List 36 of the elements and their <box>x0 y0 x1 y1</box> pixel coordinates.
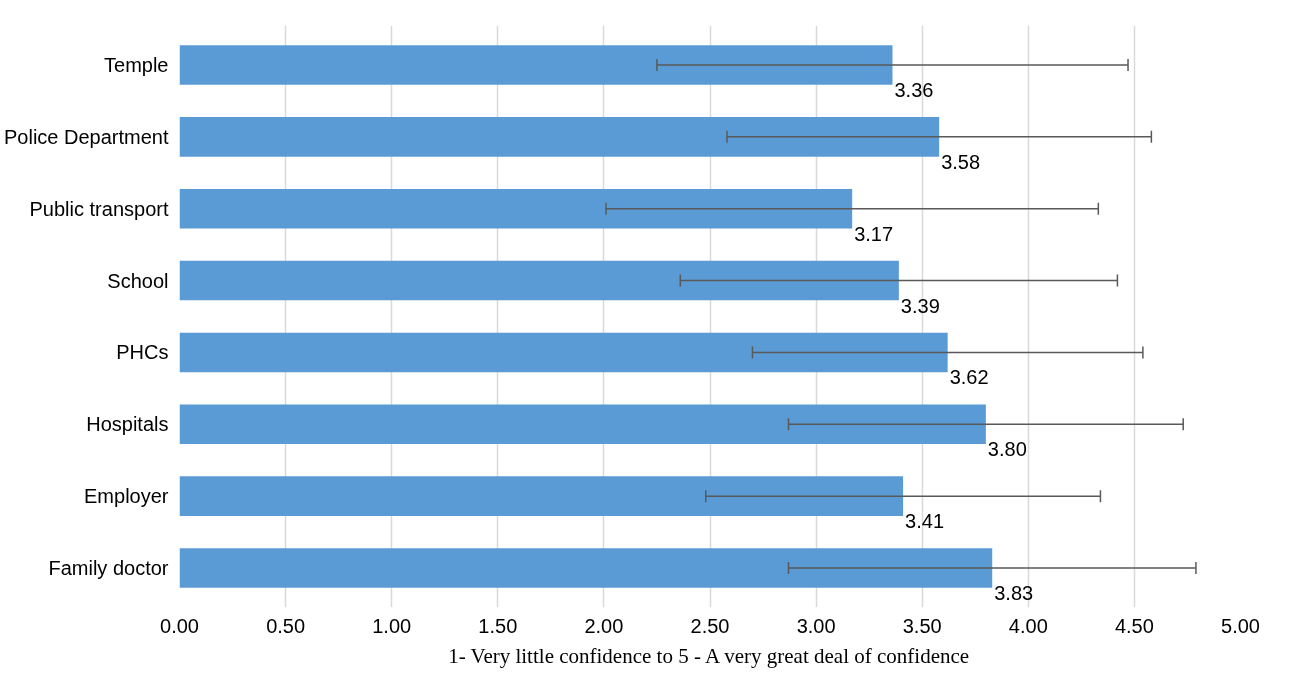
x-tick-label: 1.50 <box>478 614 518 637</box>
y-tick-label: Employer <box>84 485 169 508</box>
y-tick-label: School <box>107 269 169 292</box>
x-axis-title: 1- Very little confidence to 5 - A very great deal of confidence <box>448 643 970 668</box>
x-tick-label: 0.00 <box>160 614 199 637</box>
y-tick-label: PHCs <box>116 341 169 364</box>
data-label: 3.17 <box>854 222 894 245</box>
bar <box>179 45 893 85</box>
bar <box>179 548 993 588</box>
y-tick-label: Public transport <box>29 197 169 220</box>
data-label: 3.41 <box>905 510 945 533</box>
x-tick-label: 1.00 <box>372 614 412 637</box>
bar <box>179 260 899 301</box>
x-tick-label: 3.50 <box>902 614 942 637</box>
data-label: 3.36 <box>894 79 934 102</box>
y-tick-label: Police Department <box>3 125 169 148</box>
bar <box>179 404 986 445</box>
bar <box>179 117 940 157</box>
y-tick-label: Family doctor <box>48 556 169 579</box>
bar <box>179 332 948 373</box>
bar <box>179 476 904 516</box>
x-tick-label: 4.00 <box>1008 614 1048 637</box>
x-tick-label: 5.00 <box>1221 614 1260 637</box>
bar <box>179 188 853 229</box>
x-tick-label: 2.50 <box>690 614 730 637</box>
x-tick-label: 3.00 <box>796 614 836 637</box>
data-label: 3.58 <box>941 150 981 173</box>
data-label: 3.39 <box>900 294 940 317</box>
x-tick-label: 2.00 <box>584 614 624 637</box>
y-tick-label: Hospitals <box>86 413 169 436</box>
y-tick-label: Temple <box>104 54 169 77</box>
x-tick-label: 4.50 <box>1114 614 1154 637</box>
x-tick-label: 0.50 <box>266 614 306 637</box>
data-label: 3.83 <box>994 581 1034 604</box>
data-label: 3.80 <box>987 438 1027 461</box>
data-label: 3.62 <box>949 366 989 389</box>
